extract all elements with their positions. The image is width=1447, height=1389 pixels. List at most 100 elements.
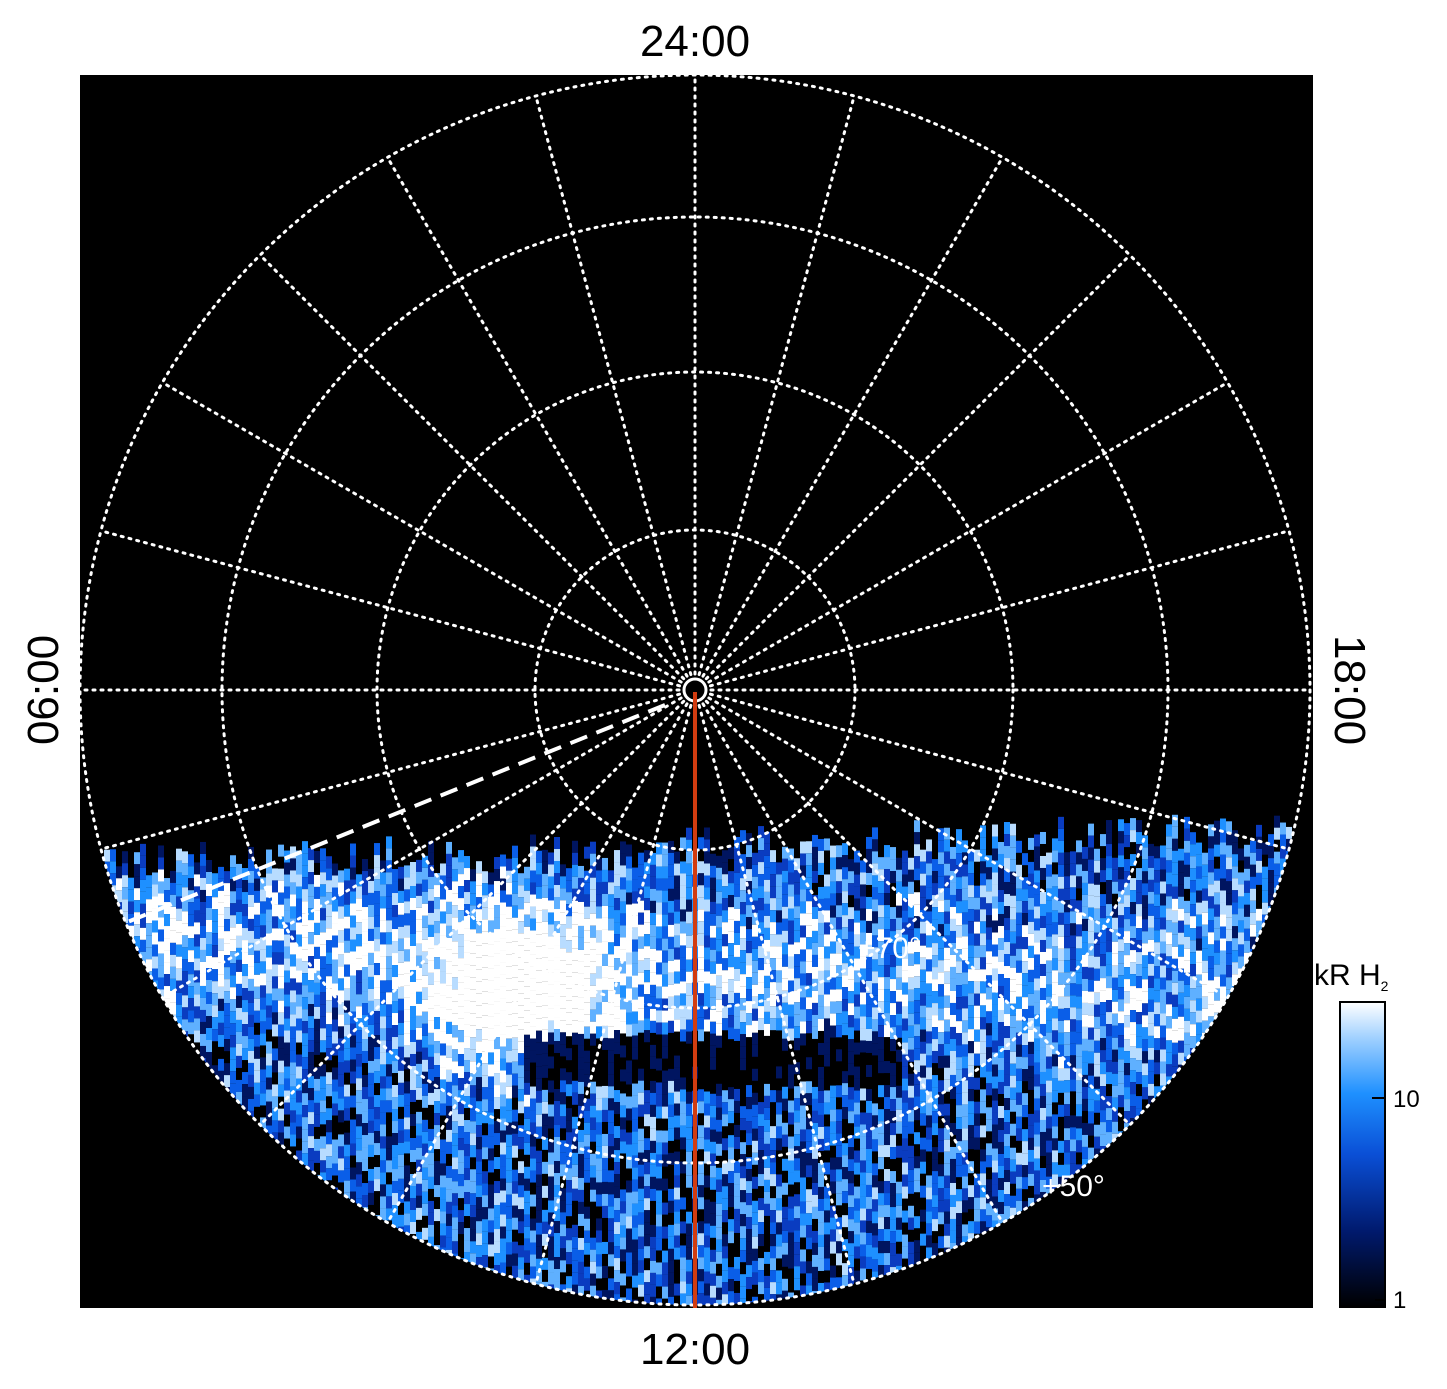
aurora-pixel [950, 894, 956, 907]
aurora-pixel [674, 899, 680, 912]
aurora-pixel [290, 882, 296, 895]
aurora-pixel [518, 1209, 524, 1222]
aurora-pixel [746, 1001, 752, 1014]
aurora-pixel [434, 1005, 440, 1018]
aurora-pixel [314, 934, 320, 947]
aurora-pixel [212, 1005, 218, 1018]
aurora-pixel [536, 1114, 542, 1127]
aurora-pixel [476, 1197, 482, 1210]
aurora-pixel [296, 1126, 302, 1139]
aurora-pixel [932, 955, 938, 968]
aurora-pixel [110, 849, 116, 862]
aurora-pixel [806, 1057, 812, 1070]
aurora-pixel [668, 1188, 674, 1201]
aurora-pixel [890, 1123, 896, 1136]
aurora-pixel [566, 880, 572, 893]
aurora-pixel [362, 1003, 368, 1016]
aurora-pixel [404, 1201, 410, 1214]
aurora-pixel [656, 1274, 662, 1287]
aurora-pixel [800, 1141, 806, 1154]
aurora-pixel [494, 905, 500, 918]
aurora-pixel [812, 1086, 818, 1099]
aurora-pixel [452, 857, 458, 870]
aurora-pixel [896, 905, 902, 918]
aurora-pixel [680, 993, 686, 1006]
aurora-pixel [638, 1092, 644, 1105]
aurora-pixel [758, 1174, 764, 1187]
aurora-pixel [188, 962, 194, 975]
aurora-pixel [536, 1066, 542, 1079]
aurora-pixel [590, 925, 596, 938]
aurora-pixel [362, 979, 368, 992]
aurora-pixel [200, 889, 206, 902]
aurora-pixel [518, 945, 524, 958]
aurora-pixel [260, 901, 266, 914]
aurora-pixel [404, 913, 410, 926]
aurora-pixel [350, 999, 356, 1012]
aurora-pixel [644, 970, 650, 983]
aurora-pixel [752, 972, 758, 985]
aurora-pixel [890, 1063, 896, 1076]
aurora-pixel [362, 1099, 368, 1112]
aurora-pixel [506, 1230, 512, 1243]
aurora-pixel [176, 872, 182, 885]
aurora-pixel [740, 854, 746, 867]
aurora-pixel [380, 872, 386, 885]
aurora-pixel [764, 891, 770, 904]
aurora-pixel [800, 1213, 806, 1226]
aurora-pixel [776, 958, 782, 971]
aurora-pixel [824, 1162, 830, 1175]
aurora-pixel [716, 1179, 722, 1192]
aurora-pixel [524, 866, 530, 879]
aurora-pixel [494, 1181, 500, 1194]
aurora-pixel [878, 869, 884, 882]
aurora-pixel [278, 916, 284, 929]
aurora-pixel [728, 1003, 734, 1016]
aurora-pixel [644, 898, 650, 911]
aurora-pixel [398, 998, 404, 1011]
aurora-pixel [938, 912, 944, 925]
aurora-pixel [722, 1174, 728, 1187]
aurora-pixel [542, 861, 548, 874]
aurora-pixel [380, 860, 386, 873]
aurora-pixel [506, 918, 512, 931]
aurora-pixel [224, 883, 230, 896]
aurora-pixel [362, 1015, 368, 1028]
aurora-pixel [824, 1210, 830, 1223]
aurora-pixel [896, 1217, 902, 1230]
aurora-pixel [758, 910, 764, 923]
aurora-pixel [710, 1201, 716, 1214]
aurora-pixel [824, 994, 830, 1007]
aurora-pixel [680, 885, 686, 898]
aurora-pixel [662, 1106, 668, 1119]
aurora-pixel [338, 1146, 344, 1159]
aurora-pixel [314, 850, 320, 863]
aurora-pixel [416, 979, 422, 992]
aurora-pixel [320, 1064, 326, 1077]
aurora-pixel [476, 1257, 482, 1270]
aurora-pixel [734, 1088, 740, 1101]
aurora-pixel [794, 1014, 800, 1027]
aurora-pixel [866, 1112, 872, 1125]
aurora-pixel [476, 945, 482, 958]
aurora-pixel [248, 966, 254, 979]
aurora-pixel [542, 1185, 548, 1198]
aurora-pixel [158, 917, 164, 930]
aurora-pixel [392, 929, 398, 942]
aurora-pixel [542, 1089, 548, 1102]
aurora-pixel [920, 1161, 926, 1174]
aurora-pixel [350, 1047, 356, 1060]
aurora-pixel [410, 1197, 416, 1210]
aurora-pixel [740, 890, 746, 903]
aurora-pixel [914, 892, 920, 905]
aurora-pixel [230, 999, 236, 1012]
aurora-pixel [662, 1202, 668, 1215]
aurora-pixel [578, 1105, 584, 1118]
aurora-pixel [848, 1219, 854, 1232]
aurora-pixel [578, 997, 584, 1010]
aurora-pixel [572, 1020, 578, 1033]
aurora-pixel [476, 885, 482, 898]
aurora-pixel [638, 876, 644, 889]
aurora-pixel [344, 928, 350, 941]
aurora-pixel [266, 1101, 272, 1114]
